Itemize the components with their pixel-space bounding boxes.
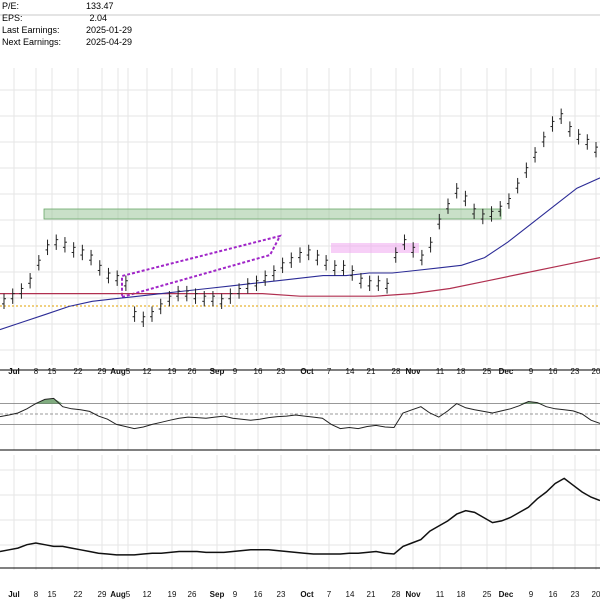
x-tick-label-bottom: 8 (34, 590, 39, 599)
x-tick-label: Dec (499, 367, 514, 376)
x-tick-label: Oct (300, 367, 314, 376)
x-tick-label: Jul (8, 367, 20, 376)
x-tick-label-bottom: 23 (571, 590, 580, 599)
x-tick-label: 22 (74, 367, 83, 376)
x-tick-label-bottom: 29 (98, 590, 107, 599)
x-tick-label-bottom: 16 (549, 590, 558, 599)
x-tick-label-bottom: 16 (254, 590, 263, 599)
x-tick-label-bottom: 28 (392, 590, 401, 599)
x-tick-label: 9 (233, 367, 238, 376)
x-tick-label-bottom: Dec (499, 590, 514, 599)
x-tick-label: 29 (98, 367, 107, 376)
x-tick-label-bottom: Oct (300, 590, 314, 599)
x-tick-label: 7 (327, 367, 332, 376)
x-tick-label: 9 (529, 367, 534, 376)
trend-channel (121, 234, 282, 299)
x-tick-label-bottom: 26 (188, 590, 197, 599)
x-tick-label-bottom: 12 (143, 590, 152, 599)
x-tick-label: 18 (457, 367, 466, 376)
x-tick-label: 19 (168, 367, 177, 376)
overbought-fill (0, 398, 600, 404)
x-tick-label-bottom: 15 (48, 590, 57, 599)
oscillator-top-line (0, 397, 600, 430)
x-tick-label-bottom: 22 (74, 590, 83, 599)
x-tick-label-bottom: 11 (436, 590, 445, 599)
x-tick-label: 28 (392, 367, 401, 376)
x-tick-label: 26 (188, 367, 197, 376)
x-tick-label-bottom: 23 (277, 590, 286, 599)
x-tick-label-bottom: 25 (483, 590, 492, 599)
last-earnings-stat: Last Earnings: 2025-01-29 (2, 25, 133, 35)
x-tick-label: Nov (405, 367, 421, 376)
resistance-zone (43, 208, 502, 220)
x-tick-label-bottom: 21 (367, 590, 376, 599)
x-tick-label-bottom: Jul (8, 590, 20, 599)
x-tick-label: 16 (254, 367, 263, 376)
x-tick-label: 23 (277, 367, 286, 376)
x-tick-label: Sep (210, 367, 225, 376)
x-tick-label: 20 (592, 367, 600, 376)
x-tick-label: 25 (483, 367, 492, 376)
ma-blue-line (0, 177, 600, 331)
pe-stat: P/E: 133.47 (2, 1, 114, 11)
oscillator-bottom-line (0, 477, 600, 556)
x-tick-label-bottom: 7 (327, 590, 332, 599)
x-tick-label-bottom: 18 (457, 590, 466, 599)
x-tick-label: 16 (549, 367, 558, 376)
x-tick-label-bottom: 5 (126, 590, 131, 599)
x-tick-label-bottom: 9 (233, 590, 238, 599)
x-tick-label: 23 (571, 367, 580, 376)
x-tick-label: 21 (367, 367, 376, 376)
x-tick-label-bottom: 14 (346, 590, 355, 599)
x-tick-label-bottom: 20 (592, 590, 600, 599)
x-tick-label: 11 (436, 367, 445, 376)
x-tick-label: 15 (48, 367, 57, 376)
x-tick-label: 14 (346, 367, 355, 376)
x-tick-label: 8 (34, 367, 39, 376)
x-tick-label-bottom: Nov (405, 590, 421, 599)
x-tick-label-bottom: Sep (210, 590, 225, 599)
x-tick-label-bottom: 9 (529, 590, 534, 599)
x-tick-label: Aug (110, 367, 126, 376)
eps-stat: EPS: 2.04 (2, 13, 107, 23)
support-zone (331, 243, 419, 253)
x-tick-label: 5 (126, 367, 131, 376)
x-tick-label-bottom: Aug (110, 590, 126, 599)
next-earnings-stat: Next Earnings: 2025-04-29 (2, 37, 133, 47)
x-tick-label: 12 (143, 367, 152, 376)
x-tick-label-bottom: 19 (168, 590, 177, 599)
ma-red-line (0, 257, 600, 297)
